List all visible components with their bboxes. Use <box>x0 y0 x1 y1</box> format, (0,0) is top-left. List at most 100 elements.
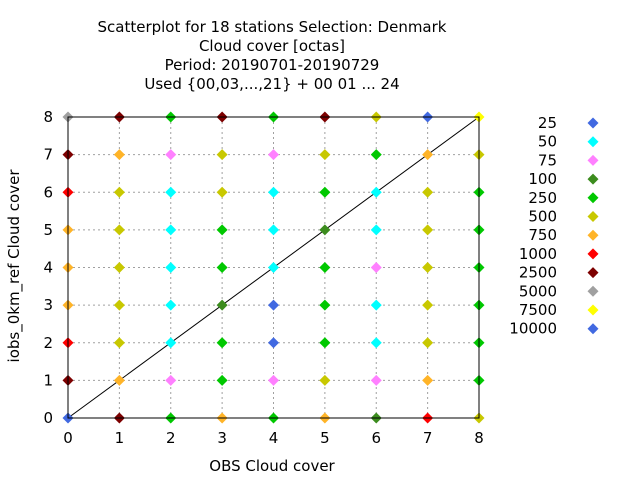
legend-label: 100 <box>528 170 557 188</box>
data-point <box>113 262 125 273</box>
data-point <box>113 337 125 349</box>
legend-marker <box>587 267 599 279</box>
data-point <box>319 299 331 311</box>
x-tick-labels: 0 1 2 3 4 5 6 7 8 <box>63 429 484 447</box>
y-tick-label: 6 <box>43 183 53 201</box>
data-point <box>319 224 331 236</box>
data-point <box>268 262 279 273</box>
x-tick-label: 2 <box>166 429 176 447</box>
data-point <box>216 374 228 386</box>
data-point <box>319 374 331 386</box>
y-tick-label: 5 <box>43 221 53 239</box>
x-tick-label: 1 <box>115 429 125 447</box>
x-tick-label: 5 <box>320 429 330 447</box>
data-point <box>216 299 228 311</box>
legend-label: 750 <box>528 226 557 244</box>
legend-label: 25 <box>538 114 557 132</box>
data-point <box>165 299 177 311</box>
x-tick-label: 4 <box>269 429 279 447</box>
legend-marker <box>587 211 599 222</box>
y-tick-label: 8 <box>43 108 53 126</box>
legend-marker <box>587 173 599 185</box>
x-tick-label: 7 <box>423 429 433 447</box>
data-point <box>370 224 382 236</box>
legend-label: 1000 <box>519 245 557 263</box>
legend-marker <box>587 304 599 316</box>
data-point <box>165 149 177 161</box>
title-line-1: Scatterplot for 18 stations Selection: D… <box>98 18 447 36</box>
title-line-4: Used {00,03,...,21} + 00 01 ... 24 <box>144 75 399 93</box>
data-point <box>370 299 382 311</box>
data-point <box>113 186 125 198</box>
data-point <box>113 299 125 311</box>
data-point <box>165 337 177 349</box>
data-point <box>422 374 434 386</box>
data-points <box>62 111 485 424</box>
data-point <box>165 224 177 236</box>
data-point <box>268 224 279 236</box>
title-line-2: Cloud cover [octas] <box>199 37 345 55</box>
data-point <box>370 337 382 349</box>
y-tick-label: 1 <box>43 371 53 389</box>
data-point <box>370 186 382 198</box>
data-point <box>422 262 434 273</box>
data-point <box>113 149 125 161</box>
data-point <box>370 262 382 273</box>
data-point <box>422 186 434 198</box>
x-tick-label: 3 <box>217 429 227 447</box>
data-point <box>165 262 177 273</box>
data-point <box>268 299 279 311</box>
data-point <box>268 374 279 386</box>
legend-label: 50 <box>538 133 557 151</box>
x-tick-label: 8 <box>474 429 484 447</box>
x-tick-label: 0 <box>63 429 73 447</box>
legend-marker <box>587 154 599 166</box>
data-point <box>370 149 382 161</box>
x-axis-label: OBS Cloud cover <box>209 457 335 475</box>
data-point <box>422 224 434 236</box>
data-point <box>319 337 331 349</box>
y-tick-label: 3 <box>43 296 53 314</box>
legend-marker <box>587 285 599 297</box>
data-point <box>216 224 228 236</box>
legend-label: 500 <box>528 208 557 226</box>
data-point <box>216 186 228 198</box>
data-point <box>422 299 434 311</box>
y-tick-label: 4 <box>43 259 53 277</box>
data-point <box>319 149 331 161</box>
legend-marker <box>587 248 599 260</box>
data-point <box>422 149 434 161</box>
data-point <box>113 374 125 386</box>
y-tick-labels: 0 1 2 3 4 5 6 7 8 <box>43 108 53 427</box>
legend-marker <box>587 117 599 129</box>
data-point <box>268 337 279 349</box>
plot-frame <box>67 116 480 419</box>
legend-marker <box>587 229 599 241</box>
data-point <box>216 149 228 161</box>
y-tick-label: 7 <box>43 146 53 164</box>
legend-marker <box>587 323 599 335</box>
title-line-3: Period: 20190701-20190729 <box>165 56 380 74</box>
y-tick-label: 2 <box>43 334 53 352</box>
data-point <box>268 149 279 161</box>
data-point <box>319 262 331 273</box>
legend-marker <box>587 136 599 148</box>
data-point <box>422 337 434 349</box>
data-point <box>370 374 382 386</box>
data-point <box>113 224 125 236</box>
legend-label: 2500 <box>519 264 557 282</box>
legend-label: 10000 <box>509 320 557 338</box>
data-point <box>268 186 279 198</box>
data-point <box>165 186 177 198</box>
y-tick-label: 0 <box>43 409 53 427</box>
x-tick-label: 6 <box>371 429 381 447</box>
legend-label: 5000 <box>519 282 557 300</box>
legend-label: 7500 <box>519 301 557 319</box>
legend-marker <box>587 192 599 204</box>
legend-label: 75 <box>538 151 557 169</box>
y-axis-label: iobs_0km_ref Cloud cover <box>5 169 24 363</box>
data-point <box>319 186 331 198</box>
